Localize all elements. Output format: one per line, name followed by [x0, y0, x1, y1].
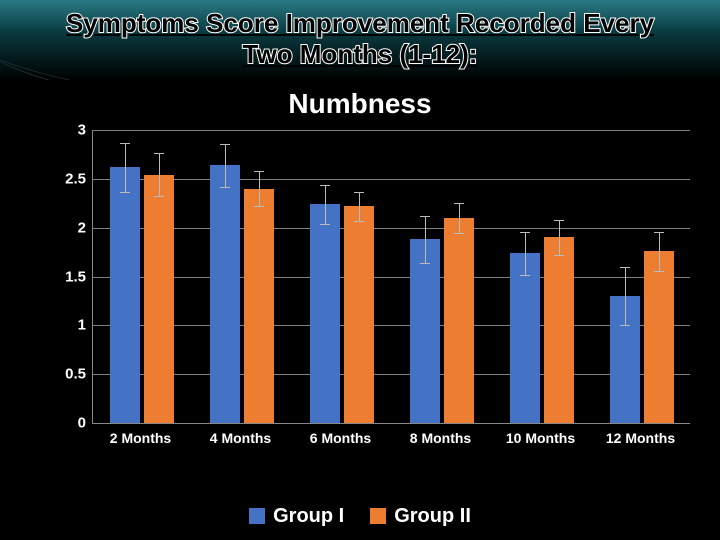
- error-cap: [220, 144, 230, 145]
- bar: [410, 239, 440, 423]
- x-tick-label: 12 Months: [606, 430, 675, 446]
- error-cap: [354, 192, 364, 193]
- y-tick-label: 0.5: [46, 366, 86, 383]
- legend-swatch-icon: [249, 508, 265, 524]
- plot-area: [92, 130, 690, 424]
- slide-title: Symptoms Score Improvement Recorded Ever…: [0, 8, 720, 70]
- bar: [344, 206, 374, 423]
- bar: [544, 237, 574, 423]
- bar: [244, 189, 274, 423]
- error-cap: [320, 185, 330, 186]
- x-tick-label: 4 Months: [210, 430, 271, 446]
- error-cap: [620, 267, 630, 268]
- legend-item: Group II: [370, 505, 471, 528]
- gridline: [93, 179, 690, 180]
- bar: [610, 296, 640, 423]
- x-tick-label: 6 Months: [310, 430, 371, 446]
- gridline: [93, 228, 690, 229]
- y-tick-label: 2.5: [46, 170, 86, 187]
- y-tick-label: 1.5: [46, 268, 86, 285]
- x-tick-label: 2 Months: [110, 430, 171, 446]
- legend-item: Group I: [249, 505, 344, 528]
- bar: [144, 175, 174, 423]
- error-cap: [554, 220, 564, 221]
- legend-swatch-icon: [370, 508, 386, 524]
- x-tick-label: 8 Months: [410, 430, 471, 446]
- error-cap: [654, 232, 664, 233]
- error-cap: [254, 171, 264, 172]
- error-cap: [120, 143, 130, 144]
- chart-title: Numbness: [0, 88, 720, 120]
- error-cap: [454, 203, 464, 204]
- error-cap: [420, 216, 430, 217]
- y-tick-label: 0: [46, 415, 86, 432]
- gridline: [93, 374, 690, 375]
- y-tick-label: 1: [46, 317, 86, 334]
- bar: [444, 218, 474, 423]
- bar: [310, 204, 340, 423]
- gridline: [93, 325, 690, 326]
- bar: [110, 167, 140, 423]
- bar: [210, 165, 240, 423]
- bar-chart: 00.511.522.532 Months4 Months6 Months8 M…: [40, 130, 690, 460]
- legend: Group I Group II: [0, 505, 720, 528]
- y-tick-label: 2: [46, 219, 86, 236]
- gridline: [93, 277, 690, 278]
- bar: [510, 253, 540, 423]
- error-cap: [154, 153, 164, 154]
- bar: [644, 251, 674, 423]
- y-tick-label: 3: [46, 122, 86, 139]
- x-tick-label: 10 Months: [506, 430, 575, 446]
- gridline: [93, 130, 690, 131]
- error-cap: [520, 232, 530, 233]
